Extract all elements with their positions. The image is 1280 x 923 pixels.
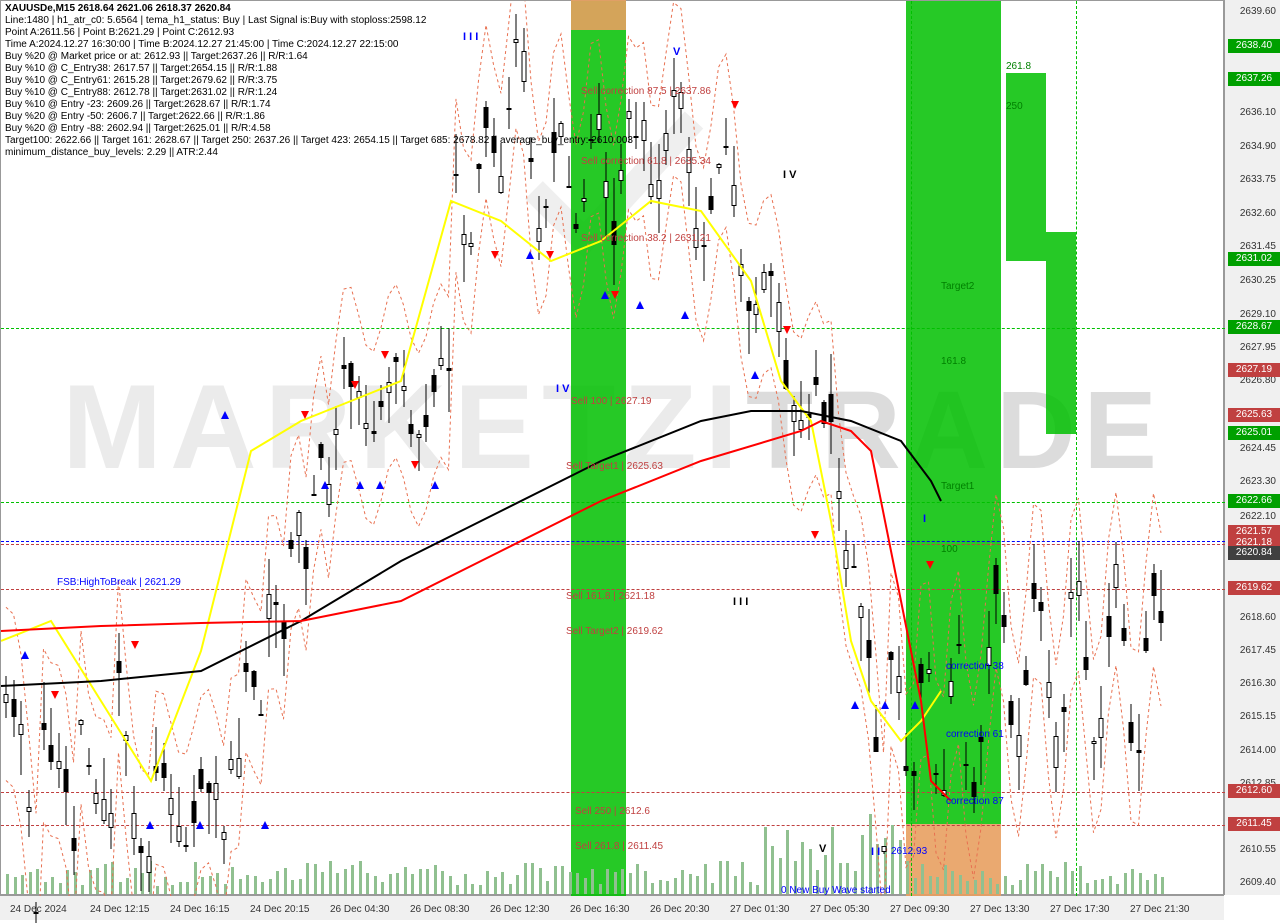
chart-annotation: Sell correction 61.8 | 2635.34 — [581, 156, 711, 167]
y-tick: 2614.00 — [1240, 745, 1276, 756]
y-tick: 2634.90 — [1240, 141, 1276, 152]
x-tick: 26 Dec 08:30 — [410, 904, 470, 915]
chart-annotation: Sell Target2 | 2619.62 — [566, 626, 663, 637]
y-tick: 2633.75 — [1240, 174, 1276, 185]
price-marker: 2638.40 — [1228, 39, 1280, 53]
info-line: Buy %10 @ C_Entry61: 2615.28 || Target:2… — [5, 75, 277, 86]
info-line: minimum_distance_buy_levels: 2.29 || ATR… — [5, 147, 218, 158]
y-tick: 2618.60 — [1240, 612, 1276, 623]
chart-annotation: Sell 261.8 | 2611.45 — [575, 841, 663, 852]
info-line: Line:1480 | h1_atr_c0: 5.6564 | tema_h1_… — [5, 15, 426, 26]
y-tick: 2627.95 — [1240, 342, 1276, 353]
x-tick: 27 Dec 05:30 — [810, 904, 870, 915]
price-axis: 2639.60 2638.40 2637.26 2636.10 2634.90 2633.… — [1224, 0, 1280, 895]
y-tick: 2616.30 — [1240, 678, 1276, 689]
x-tick: 26 Dec 12:30 — [490, 904, 550, 915]
chart-annotation: I — [923, 513, 926, 525]
info-line: Point A:2611.56 | Point B:2621.29 | Poin… — [5, 27, 234, 38]
chart-annotation: 250 — [1006, 101, 1023, 112]
x-tick: 27 Dec 21:30 — [1130, 904, 1190, 915]
price-marker: 2612.60 — [1228, 784, 1280, 798]
price-marker: 2631.02 — [1228, 252, 1280, 266]
chart-annotation: Sell 100 | 2627.19 — [571, 396, 651, 407]
y-tick: 2623.30 — [1240, 476, 1276, 487]
chart-annotation: I I — [871, 846, 880, 858]
chart-annotation: I V — [783, 169, 796, 181]
chart-annotation: Target2 — [941, 281, 974, 292]
x-tick: 24 Dec 16:15 — [170, 904, 230, 915]
info-line: Buy %10 @ Entry -23: 2609.26 || Target:2… — [5, 99, 271, 110]
chart-annotation: correction 87 — [946, 796, 1004, 807]
info-line: Time A:2024.12.27 16:30:00 | Time B:2024… — [5, 39, 398, 50]
price-marker: 2611.45 — [1228, 817, 1280, 831]
chart-canvas[interactable]: MARKETZITRADE I I IVI VII I IVI VI ISell… — [0, 0, 1224, 895]
chart-annotation: Sell 250 | 2612.6 — [575, 806, 650, 817]
x-tick: 27 Dec 01:30 — [730, 904, 790, 915]
chart-annotation: correction 38 — [946, 661, 1004, 672]
y-tick: 2636.10 — [1240, 107, 1276, 118]
price-marker: 2620.84 — [1228, 546, 1280, 560]
x-tick: 26 Dec 20:30 — [650, 904, 710, 915]
y-tick: 2632.60 — [1240, 208, 1276, 219]
chart-annotation: 261.8 — [1006, 61, 1031, 72]
chart-annotation: correction 61 — [946, 729, 1004, 740]
y-tick: 2630.25 — [1240, 275, 1276, 286]
x-tick: 24 Dec 12:15 — [90, 904, 150, 915]
chart-annotation: Sell Target1 | 2625.63 — [566, 461, 663, 472]
x-tick: 26 Dec 04:30 — [330, 904, 390, 915]
x-tick: 24 Dec 20:15 — [250, 904, 310, 915]
price-marker: 2619.62 — [1228, 581, 1280, 595]
x-tick: 27 Dec 13:30 — [970, 904, 1030, 915]
x-tick: 27 Dec 17:30 — [1050, 904, 1110, 915]
chart-annotation: 100 — [941, 544, 958, 555]
price-marker: 2625.63 — [1228, 408, 1280, 422]
chart-annotation: I I I — [733, 596, 748, 608]
y-tick: 2610.55 — [1240, 844, 1276, 855]
info-line: Buy %20 @ Market price or at: 2612.93 ||… — [5, 51, 308, 62]
info-line: Buy %20 @ Entry -50: 2606.7 || Target:26… — [5, 111, 265, 122]
chart-annotation: V — [673, 46, 680, 58]
chart-annotation: 161.8 — [941, 356, 966, 367]
price-marker: 2622.66 — [1228, 494, 1280, 508]
chart-annotation: Sell correction 87.5 | 2637.86 — [581, 86, 711, 97]
time-axis: 24 Dec 202424 Dec 12:1524 Dec 16:1524 De… — [0, 895, 1224, 920]
info-line: Target100: 2622.66 || Target 161: 2628.6… — [5, 135, 633, 146]
chart-annotation: 2612.93 — [891, 846, 927, 857]
y-tick: 2617.45 — [1240, 645, 1276, 656]
price-marker: 2628.67 — [1228, 320, 1280, 334]
x-tick: 26 Dec 16:30 — [570, 904, 630, 915]
price-marker: 2637.26 — [1228, 72, 1280, 86]
y-tick: 2615.15 — [1240, 711, 1276, 722]
info-line: Buy %20 @ Entry -88: 2602.94 || Target:2… — [5, 123, 271, 134]
chart-annotation: 0 New Buy Wave started — [781, 885, 891, 896]
price-marker: 2627.19 — [1228, 363, 1280, 377]
y-tick: 2639.60 — [1240, 6, 1276, 17]
y-tick: 2631.45 — [1240, 241, 1276, 252]
chart-annotation: FSB:HighToBreak | 2621.29 — [57, 577, 181, 588]
chart-annotation: I V — [556, 383, 569, 395]
y-tick: 2609.40 — [1240, 877, 1276, 888]
info-line: Buy %10 @ C_Entry38: 2617.57 || Target:2… — [5, 63, 277, 74]
chart-annotation: Sell correction 38.2 | 2631.21 — [581, 233, 711, 244]
chart-annotation: V — [819, 843, 826, 855]
y-tick: 2622.10 — [1240, 511, 1276, 522]
chart-annotation: Target1 — [941, 481, 974, 492]
price-marker: 2625.01 — [1228, 426, 1280, 440]
chart-annotation: Sell 161.8 | 2621.18 — [566, 591, 655, 602]
y-tick: 2624.45 — [1240, 443, 1276, 454]
info-line: Buy %10 @ C_Entry88: 2612.78 || Target:2… — [5, 87, 277, 98]
chart-title: XAUUSDe,M15 2618.64 2621.06 2618.37 2620… — [5, 3, 231, 14]
y-tick: 2629.10 — [1240, 309, 1276, 320]
chart-annotation: I I I — [463, 31, 478, 43]
x-tick: 27 Dec 09:30 — [890, 904, 950, 915]
